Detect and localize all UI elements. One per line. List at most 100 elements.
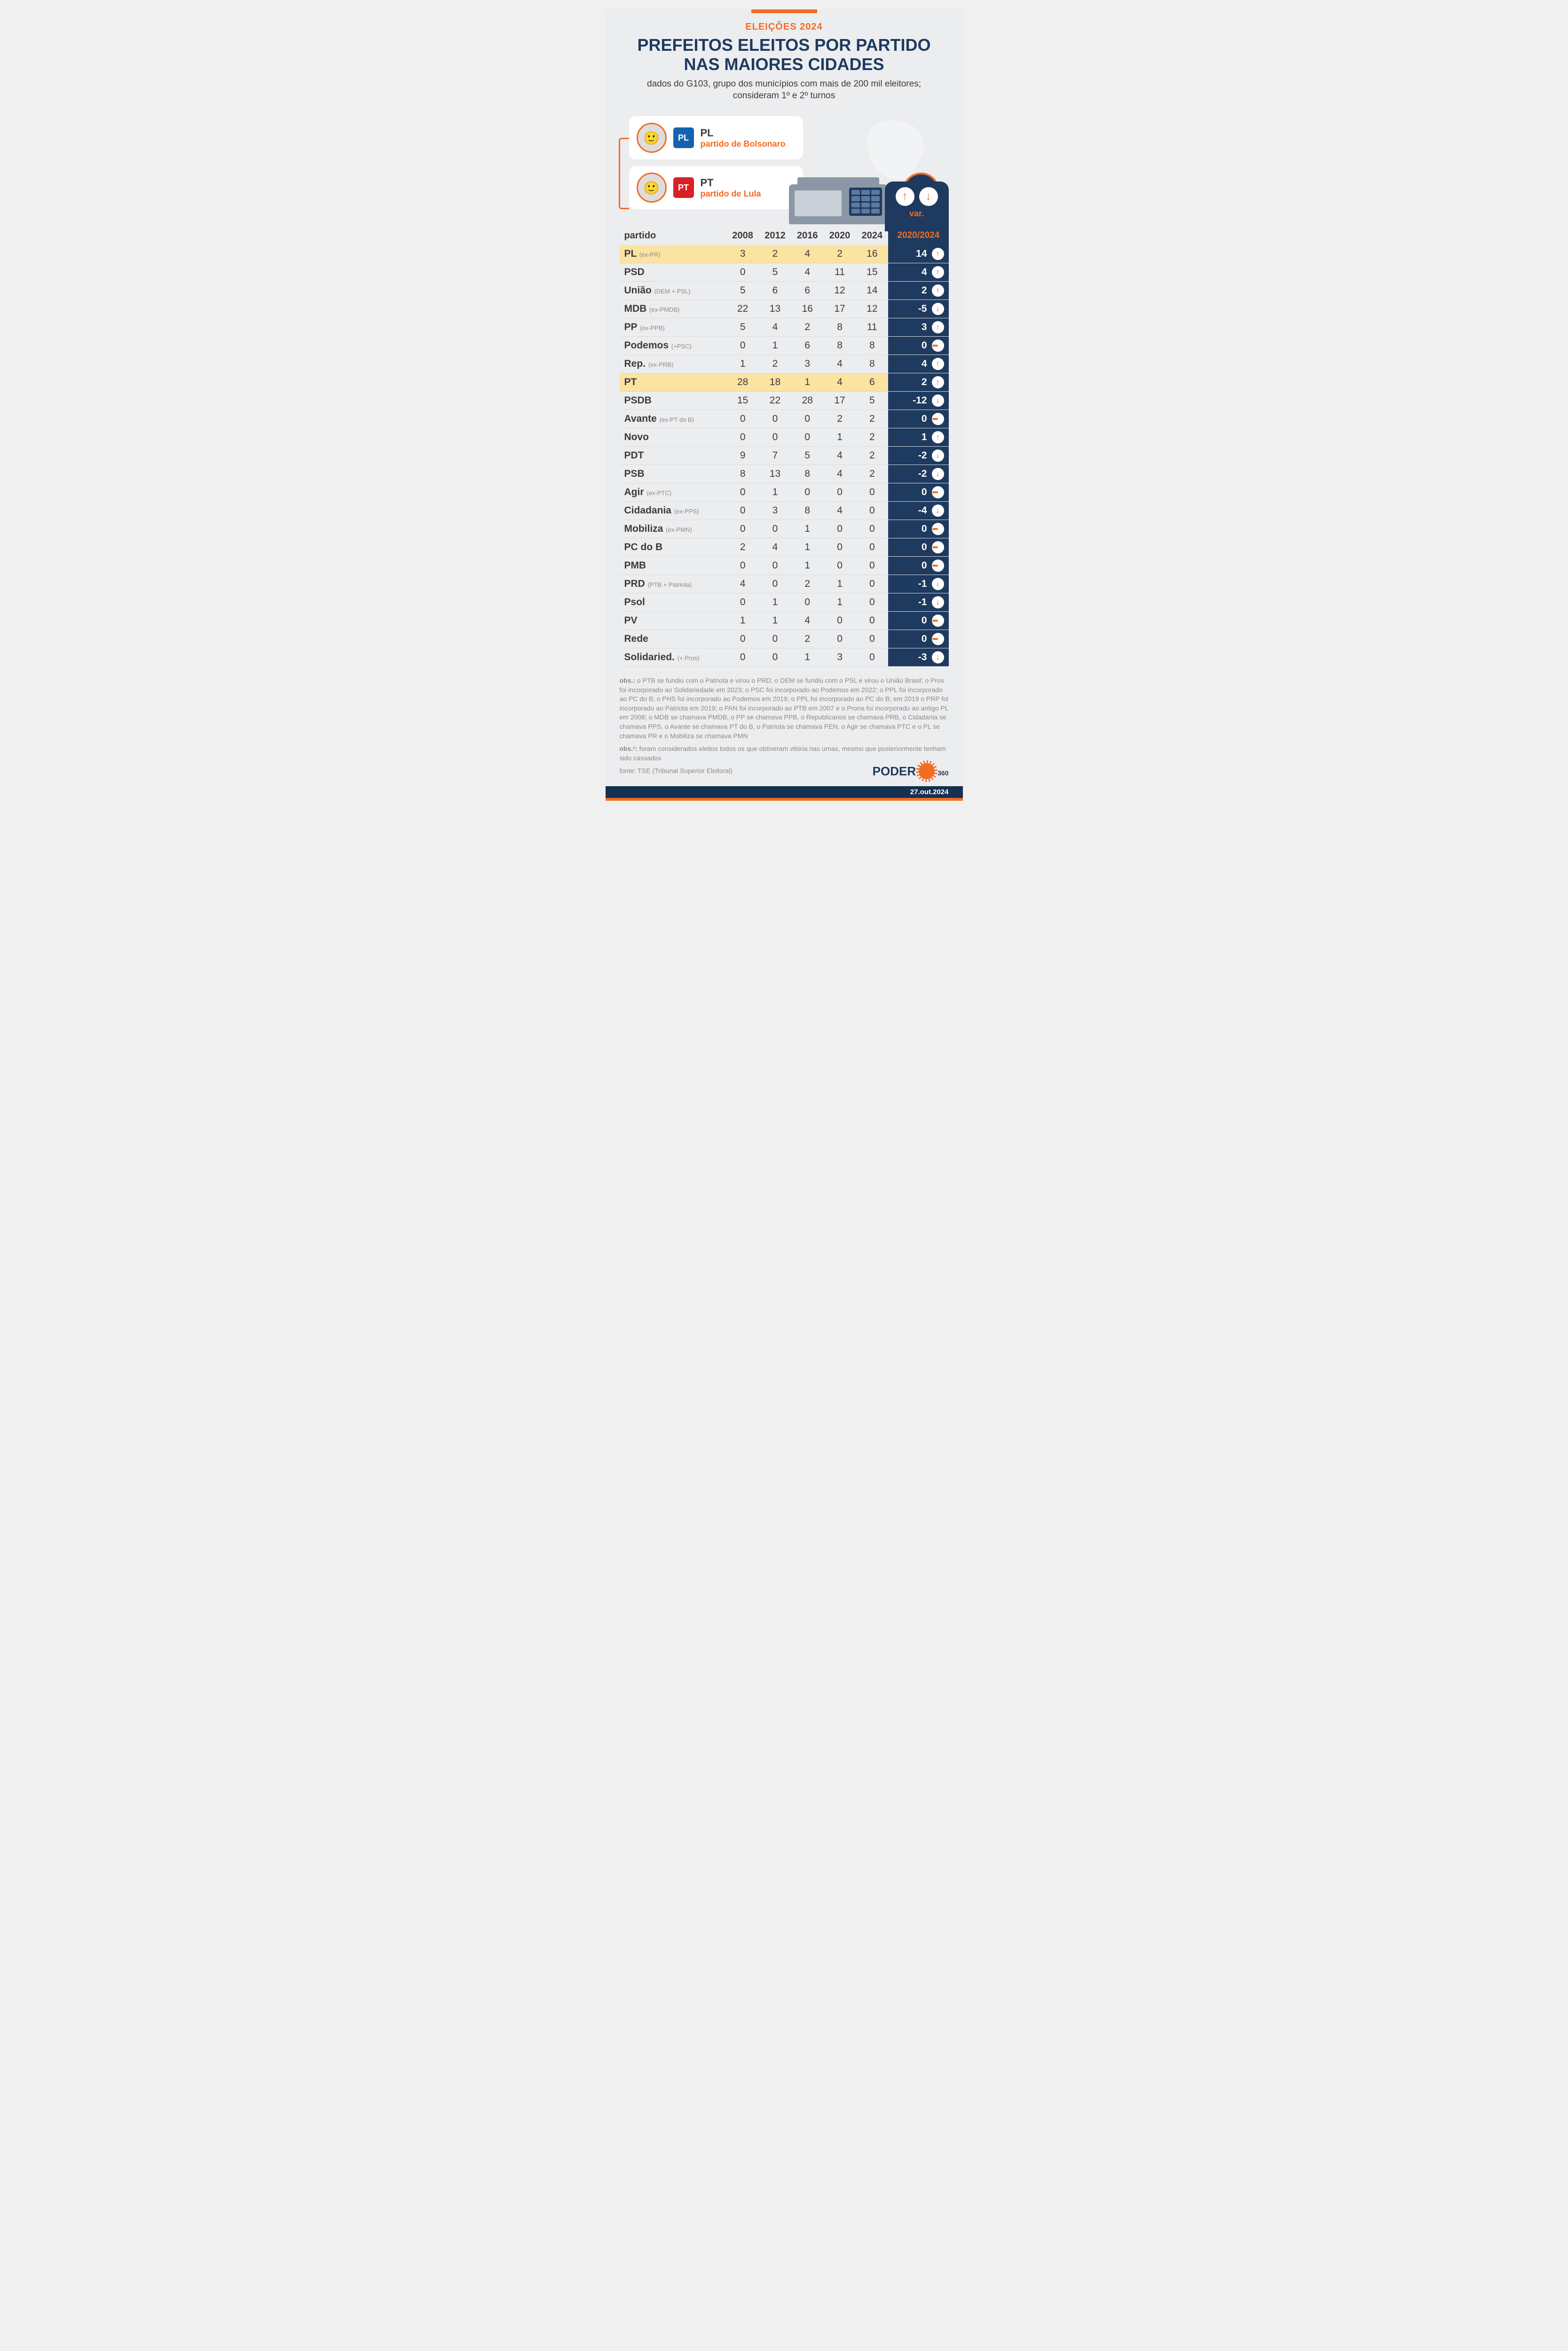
th-2024: 2024 xyxy=(856,227,888,245)
cell-value: 4 xyxy=(759,318,791,337)
cell-value: 0 xyxy=(824,612,856,630)
data-table: partido 2008 2012 2016 2020 2024 2020/20… xyxy=(620,227,949,667)
cell-value: 1 xyxy=(824,593,856,612)
cell-value: 0 xyxy=(759,428,791,447)
cell-variation: 4↑ xyxy=(888,355,948,373)
cell-variation: -1↓ xyxy=(888,575,948,593)
brand-sun-icon xyxy=(919,763,935,779)
cell-party: Mobiliza (ex-PMN) xyxy=(620,520,727,538)
cell-value: 3 xyxy=(726,245,759,263)
cell-value: 0 xyxy=(791,593,824,612)
cell-party: Rede xyxy=(620,630,727,648)
cell-value: 0 xyxy=(824,557,856,575)
cell-value: 5 xyxy=(791,447,824,465)
cell-value: 0 xyxy=(759,575,791,593)
trend-down-icon: ↓ xyxy=(932,505,944,517)
urna-key xyxy=(851,203,860,207)
trend-down-icon: ↓ xyxy=(932,450,944,462)
cell-value: 0 xyxy=(856,538,888,557)
cell-value: 0 xyxy=(726,428,759,447)
table-row: PC do B 241000 xyxy=(620,538,949,557)
trend-equal-icon xyxy=(932,413,944,425)
date-strip: 27.out.2024 xyxy=(606,786,963,801)
table-row: Mobiliza (ex-PMN)001000 xyxy=(620,520,949,538)
cell-value: 11 xyxy=(856,318,888,337)
cell-value: 17 xyxy=(824,392,856,410)
table-row: Cidadania (ex-PPS)03840-4↓ xyxy=(620,502,949,520)
cell-value: 6 xyxy=(791,337,824,355)
cell-value: 0 xyxy=(824,538,856,557)
th-party: partido xyxy=(620,227,727,245)
cell-value: 17 xyxy=(824,300,856,318)
header: ELEIÇÕES 2024 PREFEITOS ELEITOS POR PART… xyxy=(606,13,963,111)
table-head: partido 2008 2012 2016 2020 2024 2020/20… xyxy=(620,227,949,245)
cell-value: 5 xyxy=(759,263,791,282)
obs1-label: obs.: xyxy=(620,677,635,684)
table-row: Psol 01010-1↓ xyxy=(620,593,949,612)
cell-party: PL (ex-PR) xyxy=(620,245,727,263)
cell-value: 0 xyxy=(759,648,791,667)
cell-value: 0 xyxy=(759,630,791,648)
trend-down-icon: ↓ xyxy=(932,394,944,407)
cell-value: 2 xyxy=(791,318,824,337)
cell-value: 0 xyxy=(759,520,791,538)
trend-equal-icon xyxy=(932,486,944,498)
cell-party: Avante (ex-PT do B) xyxy=(620,410,727,428)
cell-variation: 1↑ xyxy=(888,428,948,447)
table-row: PSD 05411154↑ xyxy=(620,263,949,282)
trend-equal-icon xyxy=(932,633,944,645)
trend-up-icon: ↑ xyxy=(932,284,944,297)
cell-value: 1 xyxy=(791,648,824,667)
cell-value: 0 xyxy=(856,612,888,630)
table-row: Solidaried. (+ Pros)00130-3↓ xyxy=(620,648,949,667)
cell-party: Solidaried. (+ Pros) xyxy=(620,648,727,667)
top-accent-bar xyxy=(751,9,817,13)
cell-value: 4 xyxy=(791,612,824,630)
cell-value: 5 xyxy=(726,318,759,337)
cell-variation: -12↓ xyxy=(888,392,948,410)
cell-party: Agir (ex-PTC) xyxy=(620,483,727,502)
cell-value: 1 xyxy=(791,373,824,392)
cell-party: União (DEM + PSL) xyxy=(620,282,727,300)
table-row: Agir (ex-PTC)010000 xyxy=(620,483,949,502)
data-table-wrap: partido 2008 2012 2016 2020 2024 2020/20… xyxy=(620,227,949,667)
cell-value: 2 xyxy=(759,245,791,263)
cell-value: 4 xyxy=(824,447,856,465)
cell-value: 16 xyxy=(856,245,888,263)
pt-code: PT xyxy=(701,177,761,189)
urna-key xyxy=(871,190,880,195)
cell-value: 0 xyxy=(726,648,759,667)
cell-value: 1 xyxy=(726,612,759,630)
cell-value: 8 xyxy=(824,318,856,337)
cell-value: 2 xyxy=(824,410,856,428)
cell-value: 0 xyxy=(856,648,888,667)
cell-value: 0 xyxy=(856,483,888,502)
cell-variation: 3↑ xyxy=(888,318,948,337)
cell-variation: 4↑ xyxy=(888,263,948,282)
cell-value: 18 xyxy=(759,373,791,392)
legend-card-pt: 🙂 PT PT partido de Lula xyxy=(629,166,803,209)
th-2008: 2008 xyxy=(726,227,759,245)
cell-value: 0 xyxy=(856,575,888,593)
th-2016: 2016 xyxy=(791,227,824,245)
cell-value: 9 xyxy=(726,447,759,465)
cell-value: 2 xyxy=(856,465,888,483)
cell-value: 6 xyxy=(791,282,824,300)
trend-down-icon: ↓ xyxy=(932,468,944,480)
table-row: PDT 97542-2↓ xyxy=(620,447,949,465)
variation-header: ↑ ↓ var. xyxy=(885,181,949,231)
cell-party: Podemos (+PSC) xyxy=(620,337,727,355)
cell-value: 0 xyxy=(726,557,759,575)
avatar-bolsonaro: 🙂 xyxy=(637,123,667,153)
table-row: Podemos (+PSC)016880 xyxy=(620,337,949,355)
th-var: 2020/2024 xyxy=(888,227,948,245)
cell-party: Rep. (ex-PRB) xyxy=(620,355,727,373)
cell-party: Novo xyxy=(620,428,727,447)
table-row: Rede 002000 xyxy=(620,630,949,648)
cell-value: 11 xyxy=(824,263,856,282)
cell-value: 0 xyxy=(759,557,791,575)
urna-key xyxy=(871,203,880,207)
cell-value: 0 xyxy=(791,483,824,502)
cell-value: 0 xyxy=(856,520,888,538)
th-2012: 2012 xyxy=(759,227,791,245)
